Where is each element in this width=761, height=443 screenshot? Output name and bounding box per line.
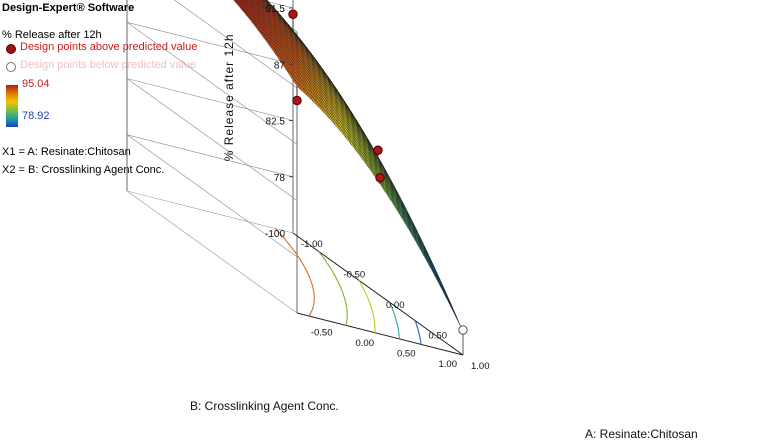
gridline (126, 134, 298, 258)
gridline (126, 22, 298, 145)
a-tick-label: 0.50 (429, 331, 448, 342)
x1-definition: X1 = A: Resinate:Chitosan (2, 146, 131, 158)
design-point-above (292, 95, 302, 106)
a-tick-label: -0.50 (344, 270, 366, 281)
b-tick-label: 0.00 (356, 338, 375, 349)
design-point-above (375, 173, 385, 183)
a-axis-title: A: Resinate:Chitosan (585, 427, 698, 441)
above-points-label: Design points above predicted value (20, 41, 198, 53)
response-name: % Release after 12h (2, 29, 102, 41)
a-tick-label: 0.00 (386, 300, 405, 311)
a-tick-label: -1.00 (301, 239, 323, 250)
above-point-marker (6, 44, 16, 54)
b-tick-label: -0.50 (311, 328, 333, 339)
z-tick-label: 78 (274, 173, 286, 184)
floor-back-edge (126, 190, 298, 314)
x2-definition: X2 = B: Crosslinking Agent Conc. (2, 164, 165, 176)
design-point-above (373, 145, 383, 155)
legend-panel: Design-Expert® Software % Release after … (0, 0, 250, 190)
contour-line (414, 320, 422, 345)
b-tick-label: 1.00 (439, 359, 458, 370)
color-scale-max: 95.04 (22, 78, 50, 90)
contour-line (274, 228, 315, 317)
axis-box (126, 0, 464, 356)
z-axis-title: % Release after 12h (222, 34, 236, 162)
below-point-marker (6, 62, 16, 72)
response-surface (233, 0, 464, 332)
design-points (288, 9, 468, 335)
design-point-above (288, 9, 298, 19)
z-tick-label: 91.5 (266, 4, 286, 15)
below-points-label: Design points below predicted value (20, 59, 197, 71)
floor-contours (274, 228, 422, 345)
b-axis-title: B: Crosslinking Agent Conc. (190, 399, 339, 413)
contour-line (388, 301, 400, 339)
color-scale-bar (6, 85, 18, 127)
a-axis: -1.00 -0.50 0.00 0.50 1.00 A: Resinate:Chitos… (301, 239, 698, 441)
design-point-below (458, 325, 468, 335)
z-tick-label: 82.5 (266, 117, 286, 128)
color-scale-min: 78.92 (22, 110, 50, 122)
contour-line (318, 251, 348, 326)
b-tick-label: 0.50 (397, 349, 416, 360)
contour-line (358, 280, 376, 333)
b-axis: -0.50 0.00 0.50 1.00 B: Crosslinking Agent C… (190, 328, 457, 414)
z-tick-label: 87 (274, 60, 286, 71)
z-floor-label: -100 (265, 229, 285, 240)
software-title: Design-Expert® Software (2, 2, 135, 14)
gridline (126, 78, 298, 201)
a-tick-label: 1.00 (471, 361, 490, 372)
gridline (173, 0, 298, 89)
